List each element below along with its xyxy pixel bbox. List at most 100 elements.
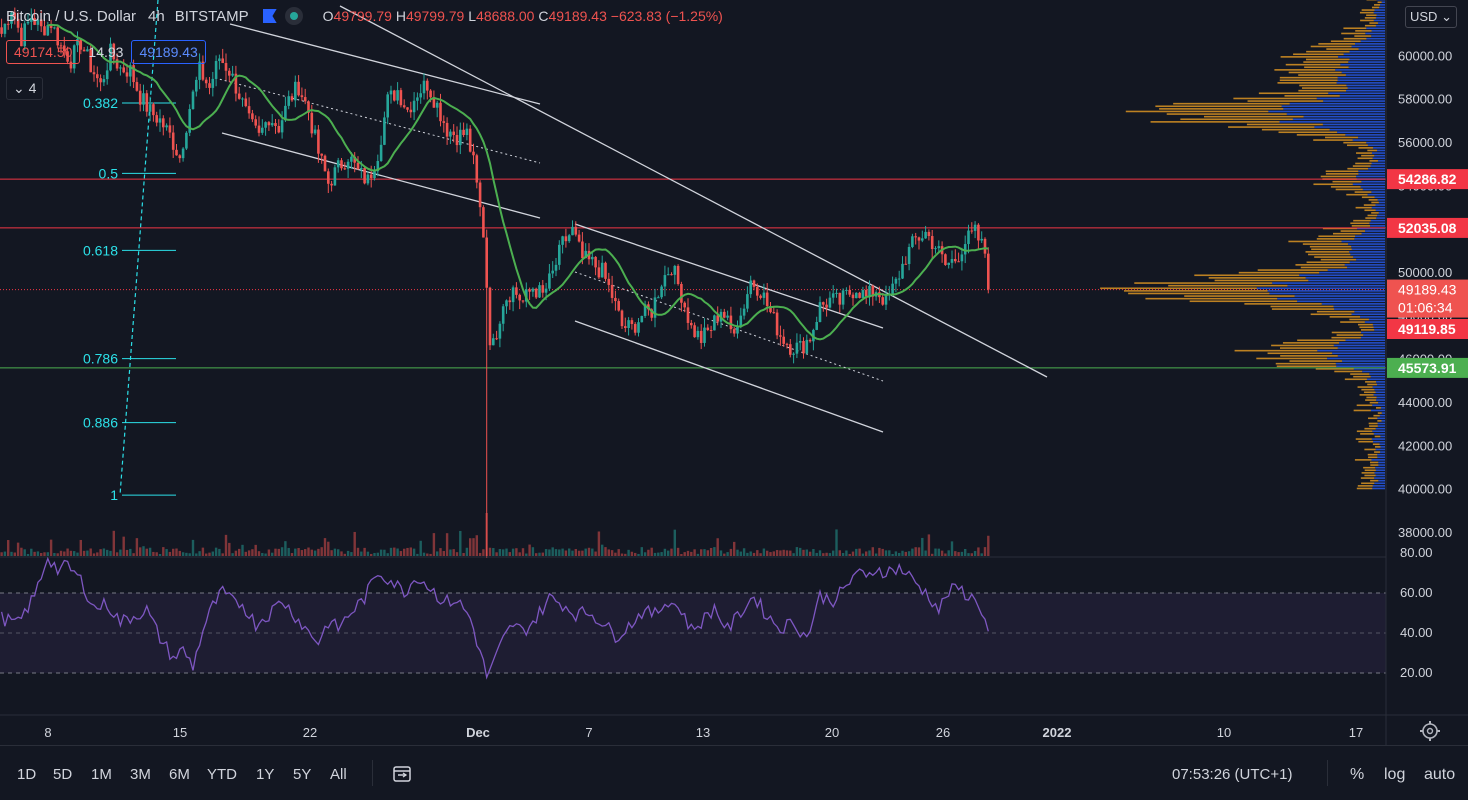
volume-profile-bar [1346,85,1385,87]
market-status-icon[interactable] [285,7,303,25]
volume-bar [505,549,507,556]
volume-bar [875,554,877,556]
volume-profile-bar [1190,300,1297,302]
time-tick-label: 7 [585,725,592,740]
currency-select[interactable]: USD ⌄ [1405,6,1457,28]
timeframe-3m[interactable]: 3M [130,766,151,783]
volume-profile-bar [1368,454,1377,456]
volume-profile-bar [1311,46,1352,48]
timeframe-6m[interactable]: 6M [169,766,190,783]
volume-bar [934,549,936,556]
volume-profile-bar [1378,412,1382,414]
channel2-bottom-line[interactable] [575,321,883,432]
volume-bar [779,550,781,556]
timeframe-1d[interactable]: 1D [17,766,36,783]
volume-profile-bar [1308,280,1385,282]
timeframe-5y[interactable]: 5Y [293,766,311,783]
price-tick-label: 38000.00 [1398,525,1452,540]
volume-bar [90,548,92,556]
volume-profile-bar [1356,176,1385,178]
log-toggle[interactable]: log [1384,766,1405,784]
volume-bar [618,549,620,556]
candle-body [400,90,403,105]
candle-body [53,27,56,28]
volume-bar [670,549,672,556]
channel1-top-line[interactable] [230,24,540,104]
volume-profile-bar [1374,433,1385,435]
volume-bar [581,551,583,556]
symbol-title[interactable]: Bitcoin / U.S. Dollar [6,8,136,25]
volume-profile-bar [1256,358,1327,360]
rsi-pane[interactable] [0,559,1386,678]
interval-label[interactable]: 4h [148,8,165,25]
candle-body [756,287,759,296]
settings-gear-icon[interactable] [1420,721,1440,741]
flag-icon[interactable] [263,9,277,23]
candle-body [195,80,198,92]
volume-bar [660,552,662,556]
percent-toggle[interactable]: % [1350,766,1364,784]
volume-profile-bar [1371,202,1379,204]
volume-bar [647,550,649,556]
volume-profile-bar [1349,319,1369,321]
volume-profile-bar [1364,391,1376,393]
volume-bar [304,549,306,556]
candle-body [961,254,964,261]
volume-bar [674,530,676,556]
volume-bar [492,548,494,556]
clock-timezone[interactable]: 07:53:26 (UTC+1) [1172,766,1292,783]
volume-profile-bar [1374,482,1385,484]
long-downtrend-line[interactable] [340,6,1047,377]
volume-profile-bar [1365,321,1385,323]
volume-profile-bar [1268,111,1385,113]
date-range-icon[interactable] [392,764,414,784]
auto-toggle[interactable]: auto [1424,766,1455,784]
volume-bar [340,551,342,556]
volume-bar [987,536,989,556]
timeframe-5d[interactable]: 5D [53,766,72,783]
volume-profile-bar [1373,147,1385,149]
volume-profile-bar [1357,430,1372,432]
volume-bar [17,543,19,556]
volume-bar [423,553,425,556]
horizontal-levels[interactable] [0,179,1386,368]
candle-body [664,275,667,286]
volume-profile-bar [1280,355,1338,357]
time-tick-label: 8 [44,725,51,740]
volume-bar [849,554,851,556]
volume-profile-bar [1377,456,1385,458]
candle-body [410,110,413,112]
timeframe-1y[interactable]: 1Y [256,766,274,783]
volume-bar [921,538,923,556]
volume-bar [591,549,593,556]
price-axis[interactable]: 60000.0058000.0056000.0054000.0052000.00… [1398,6,1452,540]
timeframe-1m[interactable]: 1M [91,766,112,783]
volume-bar [245,552,247,556]
volume-bar [156,552,158,556]
volume-profile-bar [1369,425,1378,427]
volume-profile-bar [1244,303,1321,305]
candle-body [271,123,274,125]
volume-profile-bar [1317,238,1355,240]
candle-body [951,259,954,263]
timeframe-ytd[interactable]: YTD [207,766,237,783]
volume-profile-bar [1286,64,1341,66]
candle-body [165,125,168,127]
volume-profile-bar [1374,329,1385,331]
indicators-toggle[interactable]: ⌄ 4 [6,77,43,100]
volume-bar [47,552,49,556]
volume-profile-bar [1326,173,1359,175]
timeframe-all[interactable]: All [330,766,347,783]
volume-bar [123,537,125,556]
volume-profile-bar [1303,243,1348,245]
volume-profile-bar [1338,79,1385,81]
buy-button[interactable]: 49189.43 [131,40,205,64]
candle-body [4,24,7,34]
volume-profile-bar [1290,103,1385,105]
sell-button[interactable]: 49174.50 [6,40,80,64]
volume-profile-bar [1326,48,1358,50]
toolbar-divider [1327,760,1328,786]
